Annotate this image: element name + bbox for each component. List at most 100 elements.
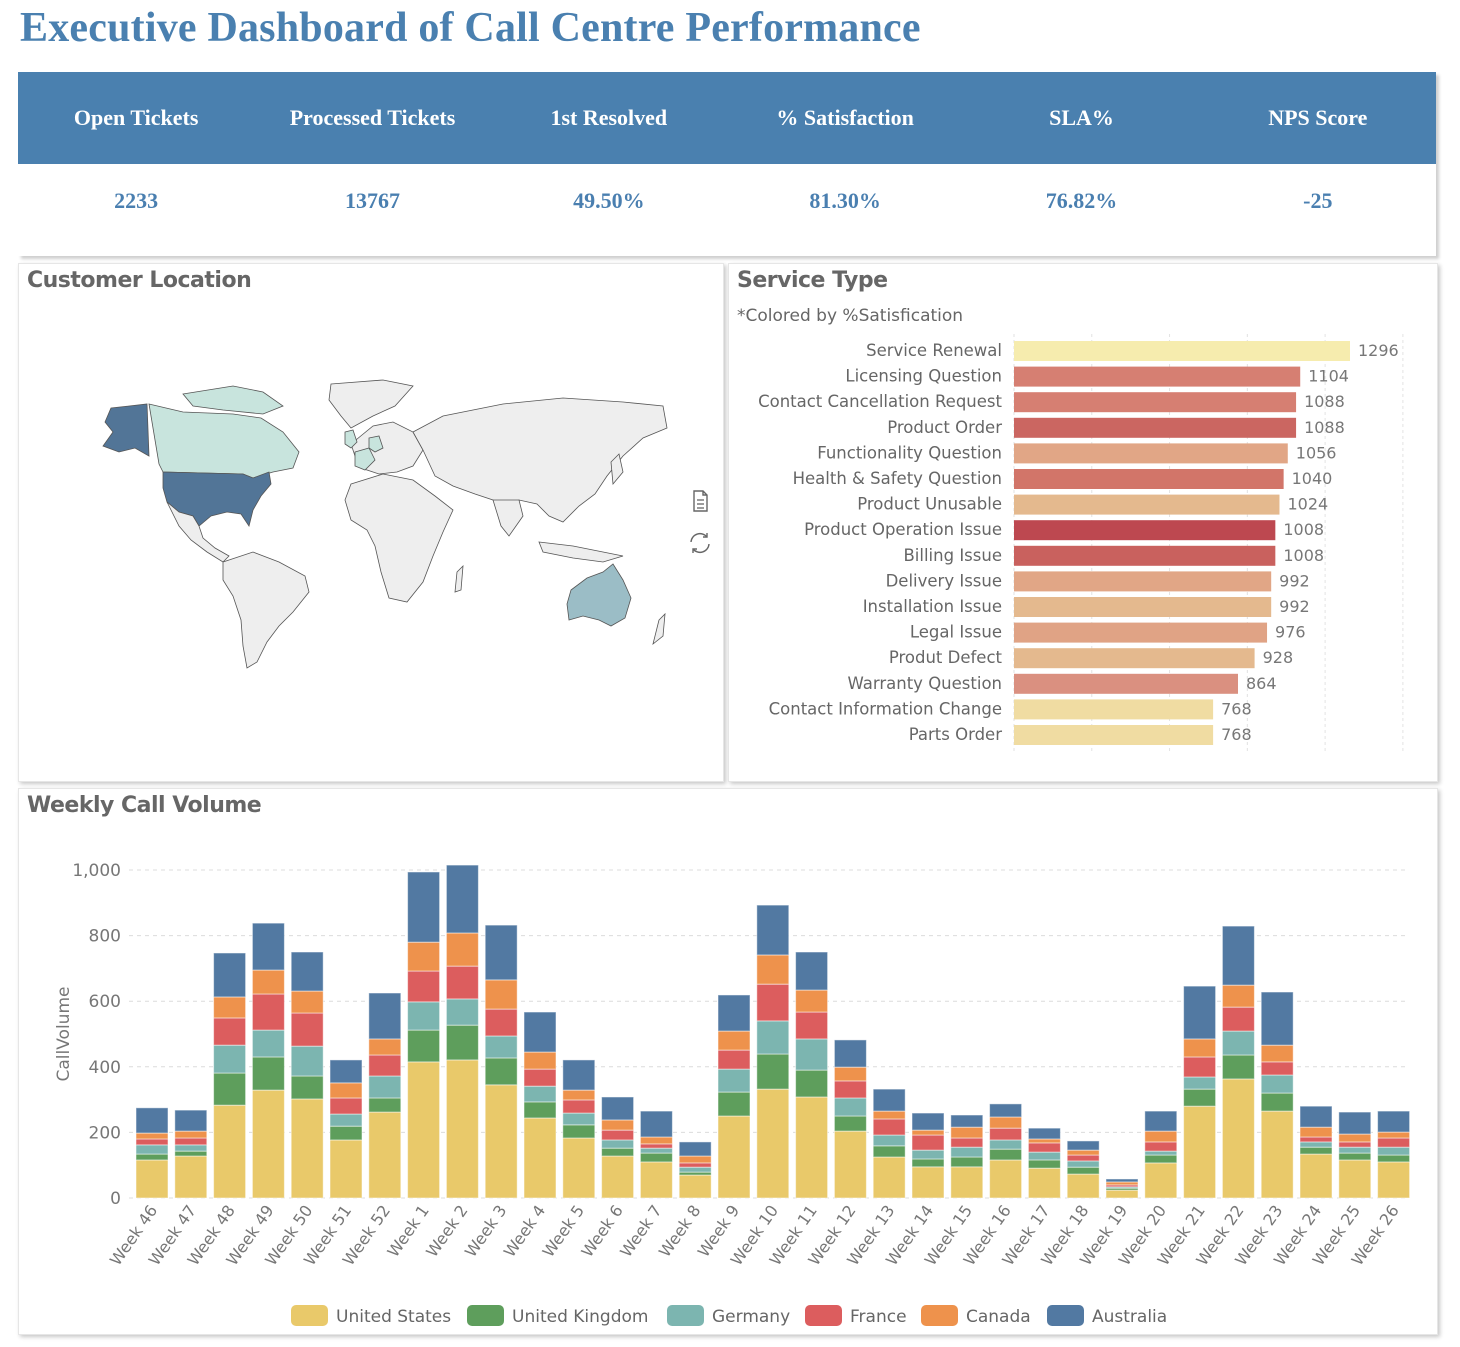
bar-segment-germany[interactable] xyxy=(989,1139,1023,1150)
bar-segment-canada[interactable] xyxy=(1338,1133,1372,1143)
bar-segment-canada[interactable] xyxy=(368,1038,402,1056)
bar-segment-australia[interactable] xyxy=(562,1059,596,1091)
world-map[interactable] xyxy=(83,376,683,676)
legend-label[interactable]: United States xyxy=(336,1307,451,1327)
map-country-new-zealand[interactable] xyxy=(652,612,666,646)
bar-segment-united-states[interactable] xyxy=(1260,1110,1294,1199)
bar-segment-united-kingdom[interactable] xyxy=(135,1153,169,1161)
bar-segment-germany[interactable] xyxy=(1144,1150,1178,1156)
legend-label[interactable]: United Kingdom xyxy=(512,1307,648,1327)
service-bar[interactable] xyxy=(1014,417,1297,438)
legend-label[interactable]: Canada xyxy=(966,1307,1031,1327)
legend-label[interactable]: Australia xyxy=(1092,1307,1167,1327)
legend-swatch[interactable] xyxy=(1047,1305,1084,1326)
bar-segment-france[interactable] xyxy=(1377,1137,1411,1148)
bar-segment-australia[interactable] xyxy=(290,951,324,992)
map-country-south-america[interactable] xyxy=(222,551,310,669)
bar-segment-united-kingdom[interactable] xyxy=(601,1147,635,1157)
bar-segment-germany[interactable] xyxy=(1299,1141,1333,1148)
bar-segment-united-states[interactable] xyxy=(911,1166,945,1199)
bar-segment-united-kingdom[interactable] xyxy=(445,1024,479,1061)
service-bar[interactable] xyxy=(1014,341,1350,361)
bar-segment-france[interactable] xyxy=(1299,1136,1333,1143)
bar-segment-canada[interactable] xyxy=(484,979,518,1010)
bar-segment-united-states[interactable] xyxy=(1144,1162,1178,1199)
bar-segment-germany[interactable] xyxy=(1338,1146,1372,1154)
bar-segment-france[interactable] xyxy=(601,1129,635,1141)
bar-segment-australia[interactable] xyxy=(135,1107,169,1134)
service-bar[interactable] xyxy=(1014,597,1272,617)
bar-segment-united-kingdom[interactable] xyxy=(989,1148,1023,1161)
bar-segment-united-kingdom[interactable] xyxy=(639,1152,673,1163)
bar-segment-united-states[interactable] xyxy=(756,1088,790,1199)
bar-segment-france[interactable] xyxy=(251,993,285,1031)
bar-segment-australia[interactable] xyxy=(756,904,790,956)
bar-segment-germany[interactable] xyxy=(368,1075,402,1099)
bar-segment-united-kingdom[interactable] xyxy=(1260,1092,1294,1112)
bar-segment-australia[interactable] xyxy=(872,1088,906,1112)
bar-segment-united-states[interactable] xyxy=(1183,1105,1217,1199)
bar-segment-france[interactable] xyxy=(368,1054,402,1077)
bar-segment-united-states[interactable] xyxy=(484,1084,518,1199)
bar-segment-germany[interactable] xyxy=(911,1149,945,1160)
service-bar[interactable] xyxy=(1014,443,1288,464)
bar-segment-france[interactable] xyxy=(1183,1056,1217,1078)
bar-segment-united-kingdom[interactable] xyxy=(1183,1088,1217,1107)
bar-segment-united-states[interactable] xyxy=(329,1139,363,1199)
bar-segment-united-kingdom[interactable] xyxy=(484,1057,518,1086)
bar-segment-united-states[interactable] xyxy=(872,1156,906,1199)
bar-segment-united-states[interactable] xyxy=(174,1155,208,1199)
bar-segment-france[interactable] xyxy=(989,1127,1023,1141)
bar-segment-canada[interactable] xyxy=(329,1082,363,1099)
bar-segment-united-states[interactable] xyxy=(407,1061,441,1199)
bar-segment-canada[interactable] xyxy=(1027,1138,1061,1144)
bar-segment-germany[interactable] xyxy=(950,1146,984,1158)
bar-segment-united-kingdom[interactable] xyxy=(251,1056,285,1091)
bar-segment-united-kingdom[interactable] xyxy=(1221,1054,1255,1080)
bar-segment-australia[interactable] xyxy=(1221,925,1255,986)
bar-segment-germany[interactable] xyxy=(1221,1030,1255,1056)
bar-segment-canada[interactable] xyxy=(639,1136,673,1145)
bar-segment-france[interactable] xyxy=(639,1143,673,1149)
bar-segment-australia[interactable] xyxy=(717,994,751,1032)
bar-segment-united-states[interactable] xyxy=(1105,1189,1139,1199)
bar-segment-canada[interactable] xyxy=(678,1155,712,1164)
bar-segment-france[interactable] xyxy=(135,1138,169,1146)
refresh-icon[interactable] xyxy=(687,530,713,556)
bar-segment-canada[interactable] xyxy=(407,941,441,972)
bar-segment-united-kingdom[interactable] xyxy=(1377,1154,1411,1163)
bar-segment-australia[interactable] xyxy=(445,864,479,934)
bar-segment-germany[interactable] xyxy=(445,998,479,1026)
service-bar[interactable] xyxy=(1014,571,1272,592)
map-country-canada-islands[interactable] xyxy=(182,385,284,415)
bar-segment-united-states[interactable] xyxy=(989,1159,1023,1199)
bar-segment-france[interactable] xyxy=(1144,1141,1178,1152)
bar-segment-germany[interactable] xyxy=(251,1029,285,1058)
bar-segment-united-kingdom[interactable] xyxy=(1066,1166,1100,1175)
bar-segment-germany[interactable] xyxy=(678,1166,712,1173)
bar-segment-france[interactable] xyxy=(833,1080,867,1099)
bar-segment-united-states[interactable] xyxy=(1377,1161,1411,1199)
bar-segment-united-states[interactable] xyxy=(562,1137,596,1199)
bar-segment-france[interactable] xyxy=(872,1118,906,1136)
bar-segment-canada[interactable] xyxy=(135,1132,169,1140)
bar-segment-united-states[interactable] xyxy=(445,1059,479,1199)
bar-segment-united-states[interactable] xyxy=(678,1174,712,1199)
bar-segment-united-states[interactable] xyxy=(290,1098,324,1199)
bar-segment-france[interactable] xyxy=(445,965,479,1000)
service-bar[interactable] xyxy=(1014,699,1214,720)
service-bar[interactable] xyxy=(1014,673,1238,694)
bar-segment-australia[interactable] xyxy=(1066,1140,1100,1151)
bar-segment-germany[interactable] xyxy=(601,1139,635,1149)
bar-segment-canada[interactable] xyxy=(795,989,829,1013)
bar-segment-germany[interactable] xyxy=(717,1068,751,1093)
bar-segment-united-states[interactable] xyxy=(717,1115,751,1199)
bar-segment-australia[interactable] xyxy=(484,924,518,981)
map-country-mexico[interactable] xyxy=(166,501,230,563)
service-bar[interactable] xyxy=(1014,366,1301,387)
bar-segment-france[interactable] xyxy=(174,1137,208,1146)
bar-segment-canada[interactable] xyxy=(1299,1126,1333,1138)
bar-segment-germany[interactable] xyxy=(795,1038,829,1071)
bar-segment-united-kingdom[interactable] xyxy=(1299,1146,1333,1155)
bar-segment-canada[interactable] xyxy=(717,1030,751,1051)
